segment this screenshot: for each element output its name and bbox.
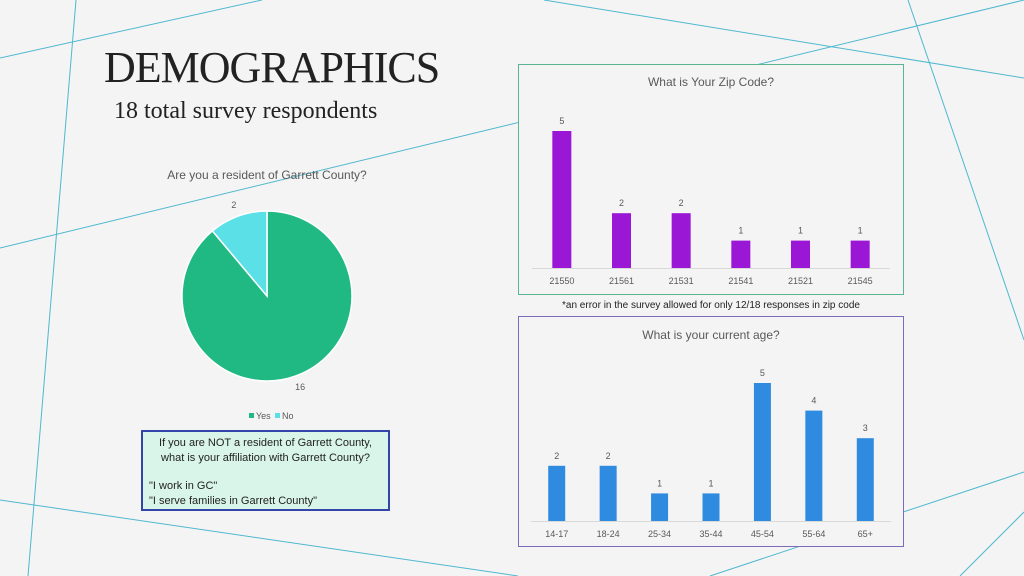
pie-title: Are you a resident of Garrett County? xyxy=(167,168,367,182)
legend-label-yes: Yes xyxy=(256,411,271,421)
bar-data-label: 2 xyxy=(606,451,611,461)
bar-data-label: 2 xyxy=(554,451,559,461)
affiliation-answer: "I work in GC" xyxy=(149,479,218,492)
x-tick-label: 65+ xyxy=(858,529,873,539)
affiliation-answer: "I serve families in Garrett County" xyxy=(149,495,317,508)
bar-data-label: 5 xyxy=(559,116,564,126)
x-tick-label: 21545 xyxy=(848,276,873,286)
x-tick-label: 35-44 xyxy=(699,529,722,539)
bar-21550 xyxy=(552,131,572,268)
legend-swatch-no xyxy=(275,413,280,418)
bar-data-label: 1 xyxy=(708,478,713,488)
legend-swatch-yes xyxy=(249,413,254,418)
x-tick-label: 18-24 xyxy=(597,529,620,539)
age-chart-title: What is your current age? xyxy=(642,328,780,342)
x-tick-label: 21561 xyxy=(609,276,634,286)
bar-data-label: 1 xyxy=(798,226,803,236)
x-tick-label: 21521 xyxy=(788,276,813,286)
pie-data-label: 16 xyxy=(295,382,305,392)
bar-21541 xyxy=(731,240,751,268)
bar-data-label: 4 xyxy=(811,396,816,406)
bar-21521 xyxy=(791,240,810,268)
bar-data-label: 2 xyxy=(619,198,624,208)
zip-code-note: *an error in the survey allowed for only… xyxy=(562,300,860,311)
bar-21561 xyxy=(612,213,631,268)
bar-data-label: 1 xyxy=(657,478,662,488)
zip-chart-title: What is Your Zip Code? xyxy=(648,75,774,89)
bar-data-label: 2 xyxy=(679,198,684,208)
bar-35-44 xyxy=(702,493,720,521)
x-tick-label: 21550 xyxy=(549,276,574,286)
bar-25-34 xyxy=(651,493,669,521)
bar-data-label: 1 xyxy=(858,226,863,236)
affiliation-question: If you are NOT a resident of Garrett Cou… xyxy=(159,437,372,465)
bar-data-label: 1 xyxy=(738,226,743,236)
bar-55-64 xyxy=(805,410,823,521)
bar-18-24 xyxy=(599,465,617,521)
bar-data-label: 5 xyxy=(760,368,765,378)
x-tick-label: 25-34 xyxy=(648,529,671,539)
bar-45-54 xyxy=(753,383,771,521)
x-tick-label: 21531 xyxy=(669,276,694,286)
page-subtitle: 18 total survey respondents xyxy=(114,98,378,124)
age-bar-chart: What is your current age? 2 14-17 2 18-24 1 2… xyxy=(518,316,904,547)
affiliation-textbox: If you are NOT a resident of Garrett Cou… xyxy=(141,430,390,511)
residency-pie-chart: Are you a resident of Garrett County? 16… xyxy=(167,168,367,421)
bar-data-label: 3 xyxy=(863,423,868,433)
bar-21531 xyxy=(671,213,691,268)
x-tick-label: 21541 xyxy=(728,276,753,286)
zip-chart-frame xyxy=(518,64,904,295)
bar-14-17 xyxy=(548,465,566,521)
x-tick-label: 45-54 xyxy=(751,529,774,539)
page-title: DEMOGRAPHICS xyxy=(104,43,440,92)
legend-label-no: No xyxy=(282,411,294,421)
pie-slice-no xyxy=(211,210,268,299)
zip-code-bar-chart: What is Your Zip Code? 5 21550 2 21561 2 2153… xyxy=(518,64,904,295)
x-tick-label: 55-64 xyxy=(802,529,825,539)
x-tick-label: 14-17 xyxy=(545,529,568,539)
bar-65+ xyxy=(856,438,874,521)
pie-data-label: 2 xyxy=(231,200,236,210)
bar-21545 xyxy=(850,240,870,268)
